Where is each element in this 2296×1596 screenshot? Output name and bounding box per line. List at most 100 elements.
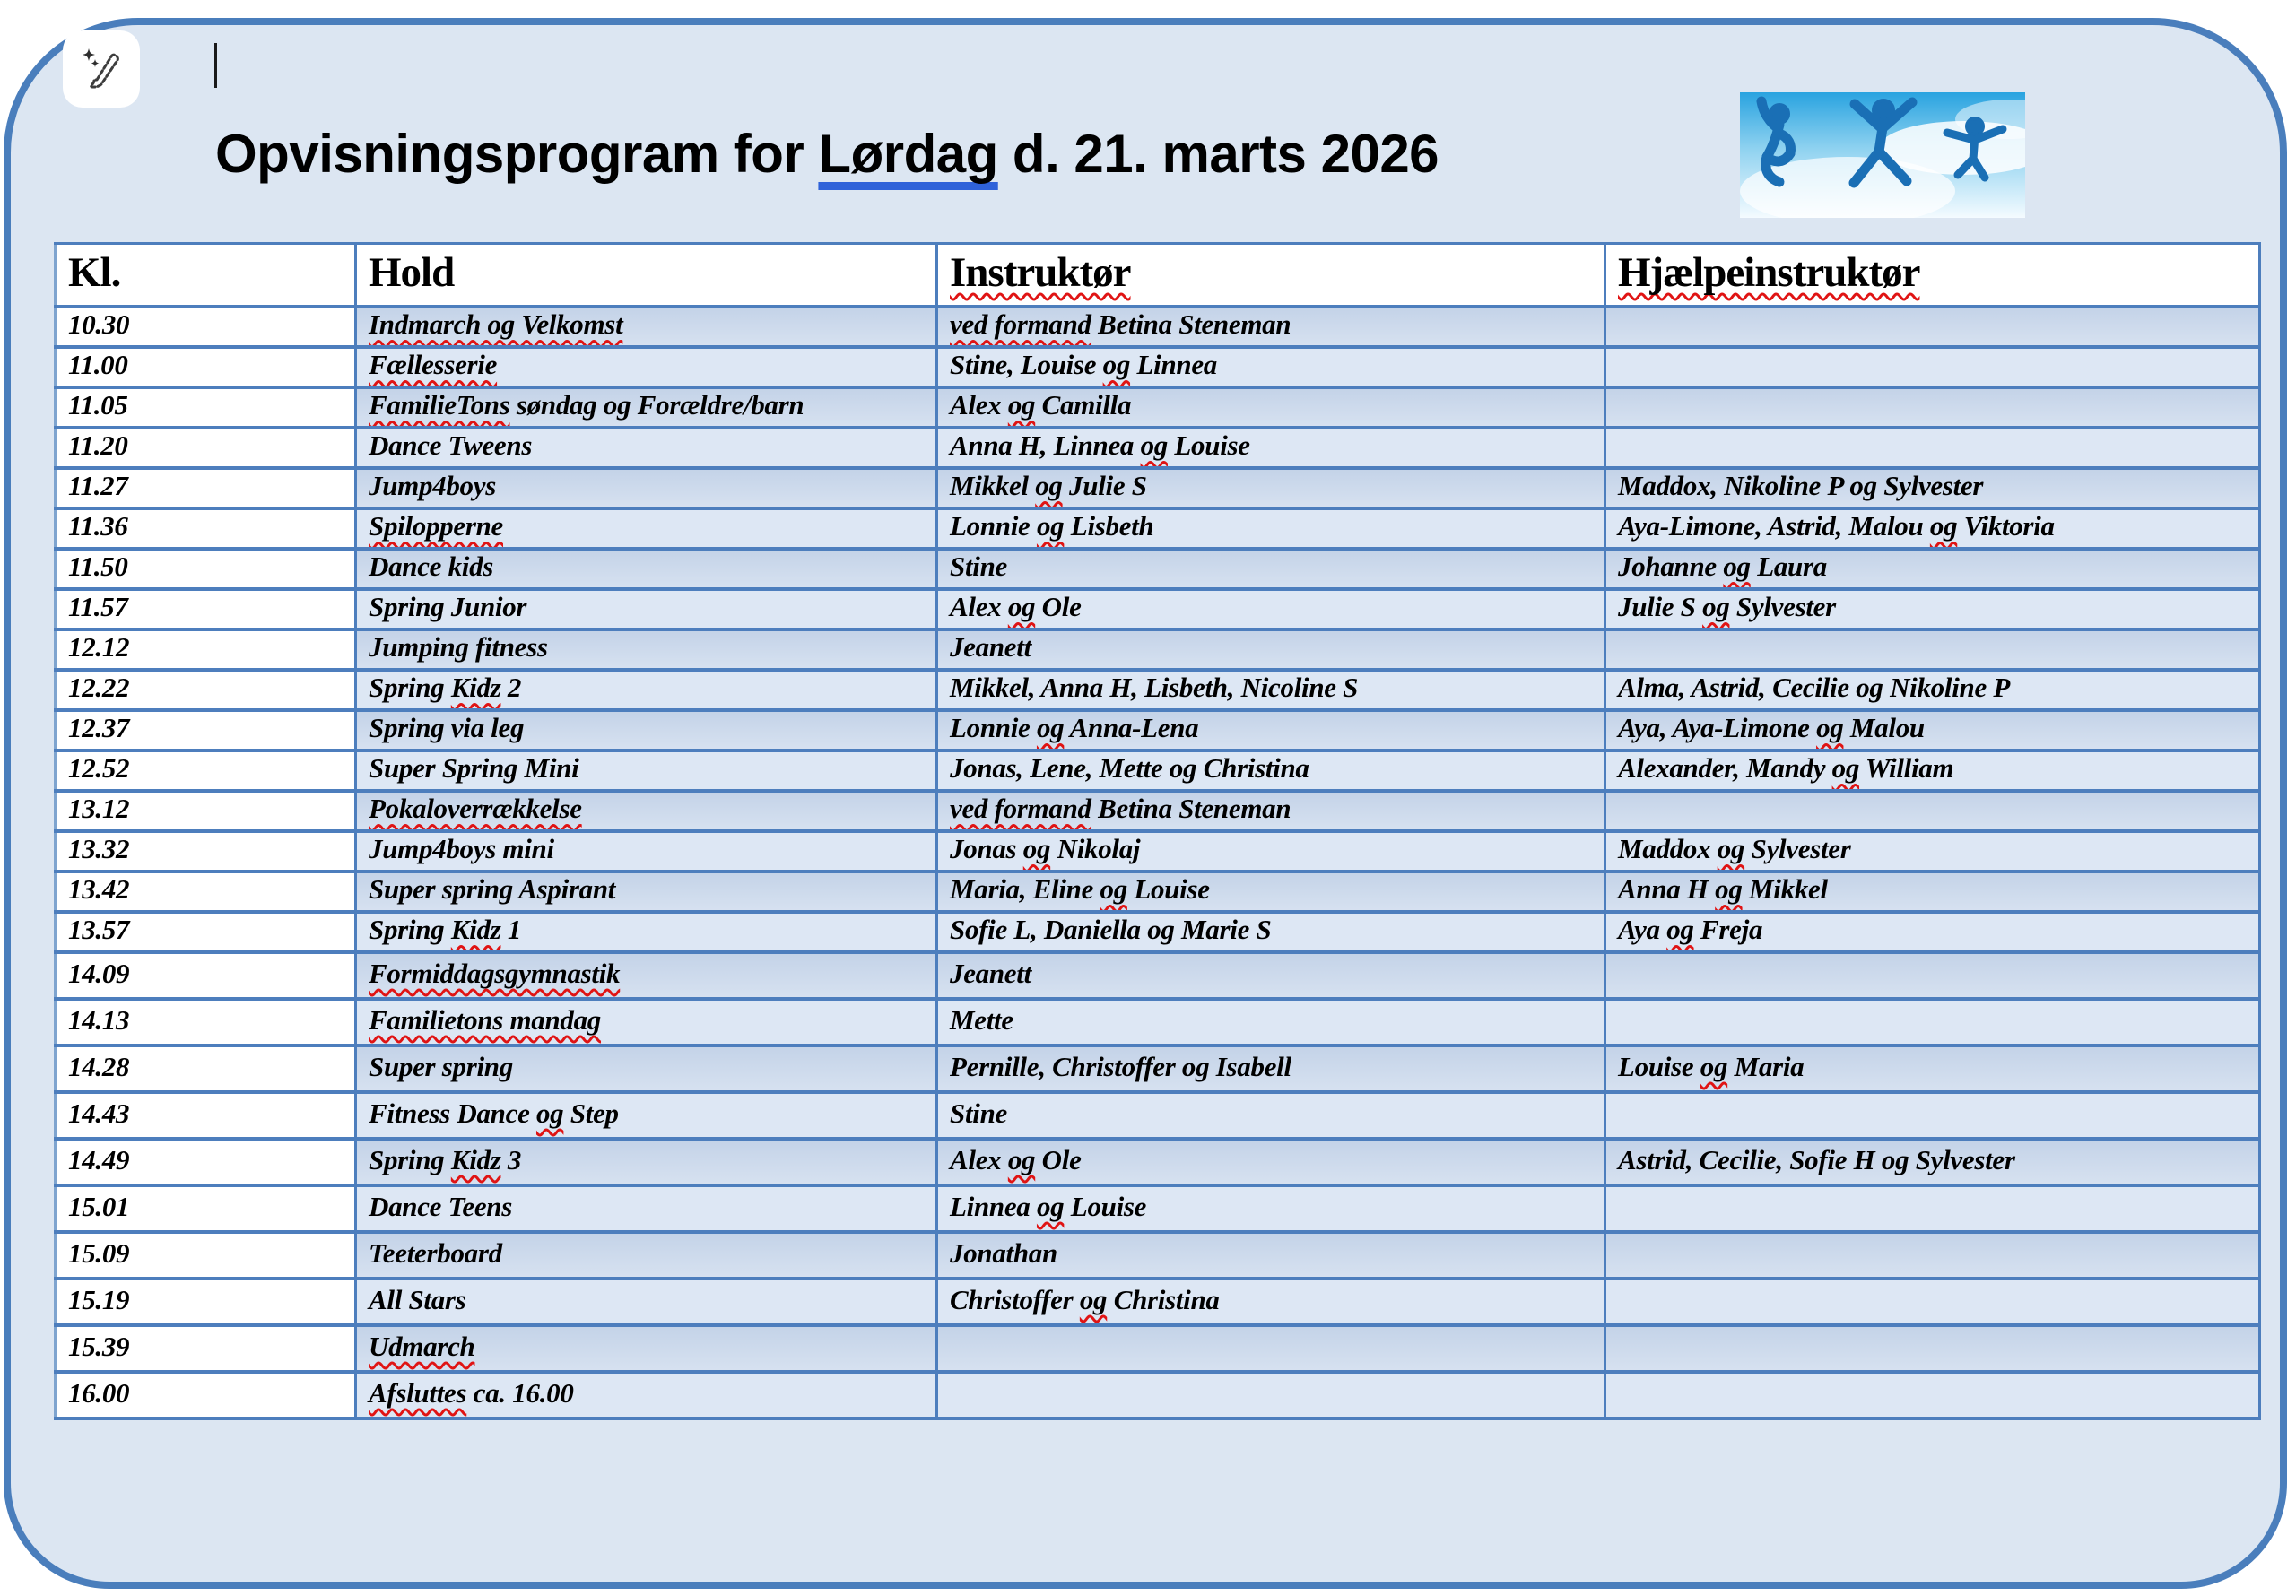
instructor-cell[interactable]: Lonnie og Lisbeth <box>936 507 1606 551</box>
hold-cell[interactable]: Familietons mandag <box>355 998 938 1047</box>
time-cell[interactable]: 10.30 <box>55 306 357 349</box>
time-cell[interactable]: 15.09 <box>55 1231 357 1280</box>
instructor-cell[interactable]: Alex og Camilla <box>936 386 1606 429</box>
helper-instructor-cell[interactable] <box>1605 629 2261 672</box>
instructor-cell[interactable]: Stine, Louise og Linnea <box>936 346 1606 389</box>
time-cell[interactable]: 11.50 <box>55 548 357 591</box>
instructor-cell[interactable]: Mette <box>936 998 1606 1047</box>
hold-cell[interactable]: Indmarch og Velkomst <box>355 306 938 349</box>
instructor-cell[interactable]: Jeanett <box>936 951 1606 1001</box>
hold-cell[interactable]: Formiddagsgymnastik <box>355 951 938 1001</box>
hold-cell[interactable]: Pokaloverrækkelse <box>355 790 938 833</box>
copilot-button[interactable] <box>63 30 140 108</box>
instructor-cell[interactable]: Jonas, Lene, Mette og Christina <box>936 750 1606 793</box>
instructor-cell[interactable] <box>936 1324 1606 1374</box>
helper-instructor-cell[interactable]: Maddox og Sylvester <box>1605 830 2261 873</box>
instructor-cell[interactable]: Christoffer og Christina <box>936 1278 1606 1327</box>
time-cell[interactable]: 16.00 <box>55 1371 357 1420</box>
helper-instructor-cell[interactable] <box>1605 386 2261 429</box>
instructor-cell[interactable]: Pernille, Christoffer og Isabell <box>936 1045 1606 1094</box>
time-cell[interactable]: 15.01 <box>55 1184 357 1234</box>
hold-cell[interactable]: Super spring <box>355 1045 938 1094</box>
time-cell[interactable]: 13.57 <box>55 911 357 954</box>
hold-cell[interactable]: Afsluttes ca. 16.00 <box>355 1371 938 1420</box>
instructor-cell[interactable]: Anna H, Linnea og Louise <box>936 427 1606 470</box>
helper-instructor-cell[interactable] <box>1605 427 2261 470</box>
time-cell[interactable]: 11.00 <box>55 346 357 389</box>
helper-instructor-cell[interactable] <box>1605 346 2261 389</box>
time-cell[interactable]: 11.57 <box>55 588 357 631</box>
hold-cell[interactable]: FamilieTons søndag og Forældre/barn <box>355 386 938 429</box>
helper-instructor-cell[interactable]: Johanne og Laura <box>1605 548 2261 591</box>
time-cell[interactable]: 14.49 <box>55 1138 357 1187</box>
column-header-kl[interactable]: Kl. <box>55 242 357 308</box>
helper-instructor-cell[interactable] <box>1605 1278 2261 1327</box>
instructor-cell[interactable]: ved formand Betina Steneman <box>936 306 1606 349</box>
hold-cell[interactable]: Super Spring Mini <box>355 750 938 793</box>
instructor-cell[interactable]: ved formand Betina Steneman <box>936 790 1606 833</box>
helper-instructor-cell[interactable] <box>1605 1231 2261 1280</box>
hold-cell[interactable]: Jumping fitness <box>355 629 938 672</box>
hold-cell[interactable]: Teeterboard <box>355 1231 938 1280</box>
hold-cell[interactable]: All Stars <box>355 1278 938 1327</box>
helper-instructor-cell[interactable] <box>1605 1091 2261 1141</box>
instructor-cell[interactable]: Maria, Eline og Louise <box>936 871 1606 914</box>
time-cell[interactable]: 15.39 <box>55 1324 357 1374</box>
time-cell[interactable]: 12.12 <box>55 629 357 672</box>
time-cell[interactable]: 13.32 <box>55 830 357 873</box>
helper-instructor-cell[interactable]: Alexander, Mandy og William <box>1605 750 2261 793</box>
time-cell[interactable]: 12.22 <box>55 669 357 712</box>
helper-instructor-cell[interactable]: Julie S og Sylvester <box>1605 588 2261 631</box>
schedule-table[interactable]: Kl. Hold Instruktør Hjælpeinstruktør 10.30 I… <box>54 242 2261 1420</box>
time-cell[interactable]: 12.52 <box>55 750 357 793</box>
helper-instructor-cell[interactable]: Aya og Freja <box>1605 911 2261 954</box>
time-cell[interactable]: 13.42 <box>55 871 357 914</box>
helper-instructor-cell[interactable] <box>1605 998 2261 1047</box>
instructor-cell[interactable]: Sofie L, Daniella og Marie S <box>936 911 1606 954</box>
helper-instructor-cell[interactable]: Maddox, Nikoline P og Sylvester <box>1605 467 2261 510</box>
column-header-hjaelpeinstruktor[interactable]: Hjælpeinstruktør <box>1605 242 2261 308</box>
instructor-cell[interactable]: Alex og Ole <box>936 1138 1606 1187</box>
time-cell[interactable]: 13.12 <box>55 790 357 833</box>
helper-instructor-cell[interactable] <box>1605 1184 2261 1234</box>
instructor-cell[interactable]: Alex og Ole <box>936 588 1606 631</box>
helper-instructor-cell[interactable] <box>1605 951 2261 1001</box>
jumping-figures-logo[interactable] <box>1740 92 2063 225</box>
time-cell[interactable]: 12.37 <box>55 709 357 752</box>
helper-instructor-cell[interactable] <box>1605 790 2261 833</box>
hold-cell[interactable]: Jump4boys mini <box>355 830 938 873</box>
time-cell[interactable]: 14.13 <box>55 998 357 1047</box>
helper-instructor-cell[interactable]: Louise og Maria <box>1605 1045 2261 1094</box>
time-cell[interactable]: 14.09 <box>55 951 357 1001</box>
instructor-cell[interactable]: Jeanett <box>936 629 1606 672</box>
hold-cell[interactable]: Dance Tweens <box>355 427 938 470</box>
helper-instructor-cell[interactable]: Aya, Aya-Limone og Malou <box>1605 709 2261 752</box>
hold-cell[interactable]: Spring Kidz 1 <box>355 911 938 954</box>
time-cell[interactable]: 14.28 <box>55 1045 357 1094</box>
instructor-cell[interactable]: Lonnie og Anna-Lena <box>936 709 1606 752</box>
column-header-instruktor[interactable]: Instruktør <box>936 242 1606 308</box>
hold-cell[interactable]: Fællesserie <box>355 346 938 389</box>
hold-cell[interactable]: Super spring Aspirant <box>355 871 938 914</box>
column-header-hold[interactable]: Hold <box>355 242 938 308</box>
time-cell[interactable]: 15.19 <box>55 1278 357 1327</box>
hold-cell[interactable]: Spring via leg <box>355 709 938 752</box>
instructor-cell[interactable] <box>936 1371 1606 1420</box>
hold-cell[interactable]: Dance Teens <box>355 1184 938 1234</box>
instructor-cell[interactable]: Mikkel og Julie S <box>936 467 1606 510</box>
helper-instructor-cell[interactable]: Astrid, Cecilie, Sofie H og Sylvester <box>1605 1138 2261 1187</box>
hold-cell[interactable]: Dance kids <box>355 548 938 591</box>
hold-cell[interactable]: Spring Kidz 2 <box>355 669 938 712</box>
helper-instructor-cell[interactable] <box>1605 1371 2261 1420</box>
time-cell[interactable]: 11.27 <box>55 467 357 510</box>
instructor-cell[interactable]: Linnea og Louise <box>936 1184 1606 1234</box>
time-cell[interactable]: 11.05 <box>55 386 357 429</box>
hold-cell[interactable]: Spring Kidz 3 <box>355 1138 938 1187</box>
hold-cell[interactable]: Spring Junior <box>355 588 938 631</box>
helper-instructor-cell[interactable] <box>1605 1324 2261 1374</box>
hold-cell[interactable]: Jump4boys <box>355 467 938 510</box>
helper-instructor-cell[interactable] <box>1605 306 2261 349</box>
time-cell[interactable]: 14.43 <box>55 1091 357 1141</box>
instructor-cell[interactable]: Stine <box>936 548 1606 591</box>
instructor-cell[interactable]: Stine <box>936 1091 1606 1141</box>
